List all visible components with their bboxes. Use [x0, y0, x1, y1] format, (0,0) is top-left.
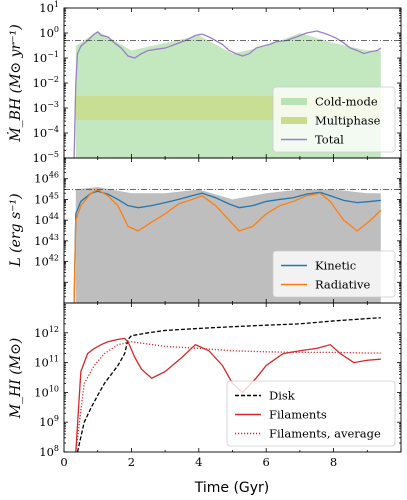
y-tick-label: 1010 [34, 384, 59, 399]
y-tick-label: 1045 [34, 191, 59, 206]
series-bottom-filaments-average [75, 341, 381, 452]
x-tick-label: 4 [195, 455, 202, 469]
legend-box-middle [272, 250, 396, 298]
y-tick-label: 10−3 [33, 100, 59, 115]
panel-bottom-plot [75, 317, 381, 452]
y-axis-label-mdot: Ṁ_BH (M⊙ yr⁻¹) [6, 24, 24, 142]
legend-label: Total [315, 133, 344, 147]
legend-label: Radiative [315, 278, 370, 292]
y-tick-label: 1012 [34, 325, 59, 340]
y-tick-label: 10−4 [33, 125, 59, 140]
series-bottom-disk [76, 317, 381, 452]
y-tick-label: 1043 [34, 233, 59, 248]
x-tick-label: 2 [128, 455, 135, 469]
y-tick-label: 10−2 [33, 75, 59, 90]
y-axis-label-mhi: M_HI (M⊙) [8, 338, 24, 420]
series-middle-radiative [73, 188, 382, 303]
x-tick-label: 8 [330, 455, 337, 469]
y-tick-label: 108 [39, 444, 59, 459]
x-axis-label: Time (Gyr) [194, 480, 270, 496]
legend-label: Filaments, average [269, 427, 381, 441]
x-tick-label: 6 [263, 455, 270, 469]
y-tick-label: 1011 [34, 355, 59, 370]
y-tick-label: 109 [39, 414, 59, 429]
legend-label: Multiphase [315, 114, 381, 128]
y-axis-label-luminosity: L (erg s⁻¹) [8, 193, 24, 267]
series-bottom-filaments [75, 337, 381, 452]
legend-label: Filaments [269, 408, 327, 422]
legend-label: Disk [269, 389, 296, 403]
legend-label: Cold-mode [315, 95, 378, 109]
y-tick-label: 10−5 [33, 150, 59, 165]
y-tick-label: 1044 [34, 212, 59, 227]
y-tick-label: 100 [39, 25, 59, 40]
y-tick-label: 101 [39, 0, 59, 15]
y-tick-label: 10−1 [33, 50, 59, 65]
y-tick-label: 1042 [34, 254, 59, 269]
x-tick-label: 0 [60, 455, 67, 469]
legend-box-bottom [226, 380, 396, 447]
y-tick-label: 1046 [34, 171, 59, 186]
series-top-total [73, 30, 382, 158]
legend-label: Kinetic [315, 259, 356, 273]
